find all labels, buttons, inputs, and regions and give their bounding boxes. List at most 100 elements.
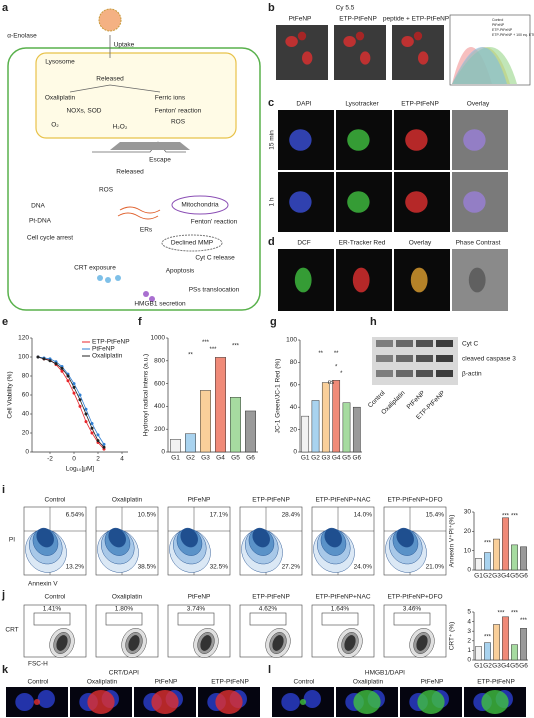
flow-contour [252,527,270,548]
mmp [161,234,223,252]
quadrant-percent: 14.0% [354,512,373,519]
group-label: ETP-PtFeNP+NAC [315,497,370,504]
cell-signal [481,690,509,714]
histogram-frame [449,14,531,86]
cell-signal [360,51,371,65]
y-tick-label: 80 [290,359,298,366]
schematic-label: Uptake [114,42,135,49]
column-label: PtFeNP [289,16,312,23]
data-point [72,391,76,395]
bar [215,357,226,453]
x-tick-label: G1 [474,573,483,580]
cell-signal [281,693,300,711]
group-label: PtFeNP [188,594,211,601]
data-point [84,412,88,416]
significance: *** [511,513,519,519]
x-tick-label: G1 [301,455,310,462]
x-axis-label: Log₁₀[μM] [66,466,95,473]
group-label: Control [45,497,67,504]
arrows [69,35,186,153]
y-tick-label: 100 [286,337,297,344]
band-label: β-actin [462,371,482,378]
significance: ** [334,351,339,357]
significance: *** [497,611,505,617]
row-label: 15 min [269,130,276,150]
flow-contour [416,635,428,651]
gate [33,612,71,626]
panel-letter: j [1,589,5,601]
cell-signal [302,51,313,65]
x-tick-label: G6 [246,455,255,462]
schematic-label: CRT exposure [74,265,116,272]
legend-label: Oxaliplatin [92,353,123,360]
series-line [37,356,105,448]
significance: *** [484,635,492,641]
cell-signal [33,699,41,705]
x-tick-label: G1 [171,455,180,462]
gate-percent: 1.41% [43,606,62,613]
bar [245,410,256,453]
quadrant-percent: 10.5% [138,512,157,519]
cell-signal [294,267,312,293]
quadrant-percent: 27.2% [282,564,301,571]
flow-contour [56,635,68,651]
group-label: ETP-PtFeNP+NAC [315,594,370,601]
cell-signal [343,36,356,47]
gate-percent: 1.80% [115,606,134,613]
group-label: ETP-PtFeNP [477,679,515,686]
blot-band [416,355,433,362]
x-tick-label: G1 [474,663,483,670]
column-label: peptide + ETP-PtFeNP [383,16,449,23]
cell-signal [215,690,243,714]
x-tick-label: G3 [492,663,501,670]
x-tick-label: G2 [311,455,320,462]
y-tick-label: 40 [22,411,30,418]
column-label: ETP-PtFeNP [401,101,439,108]
data-point [72,382,76,386]
y-tick-label: 0 [467,657,471,664]
y-axis-label: Cell Viability (%) [7,371,14,418]
flow-contour [108,527,126,548]
x-tick-label: G3 [201,455,210,462]
significance: *** [232,344,240,350]
quadrant-percent: 28.4% [282,512,301,519]
cell-membrane [7,47,261,311]
y-tick-label: 0 [161,449,165,456]
flow-contour [36,527,54,548]
blot-band [376,340,393,347]
group-label: PtFeNP [188,497,211,504]
data-point [60,369,64,373]
quadrant-percent: 17.1% [210,512,229,519]
quadrant-percent: 24.0% [354,564,373,571]
y-tick-label: 4 [467,618,471,625]
data-point [36,355,40,359]
bar [520,546,527,571]
stain-label: /DAPI [122,670,139,677]
y-tick-label: 5 [467,609,471,616]
gate [177,612,215,626]
er [117,206,161,220]
flow-plot [383,506,447,576]
column-label: Phase Contrast [456,240,501,247]
group-label: Oxaliplatin [353,679,384,686]
cell-signal [303,690,321,708]
legend-label: ETP-PtFeNP [92,339,130,346]
group-label: Control [45,594,67,601]
panel-letter: g [270,316,277,328]
cell-signal [37,690,55,708]
histogram-curve [452,47,507,84]
flow-plot [95,506,159,576]
data-point [72,385,76,389]
significance: *** [484,541,492,547]
bar [493,624,500,661]
schematic-label: Declined MMP [171,240,213,247]
blot-band [436,370,453,377]
y-tick-label: 2 [467,638,471,645]
group-label: Control [294,679,316,686]
bar [230,397,241,453]
panel-letter: e [2,316,8,328]
gate [105,612,143,626]
group-label: ETP-PtFeNP+DFO [387,497,442,504]
bar [475,646,482,661]
flow-plot [383,604,447,658]
